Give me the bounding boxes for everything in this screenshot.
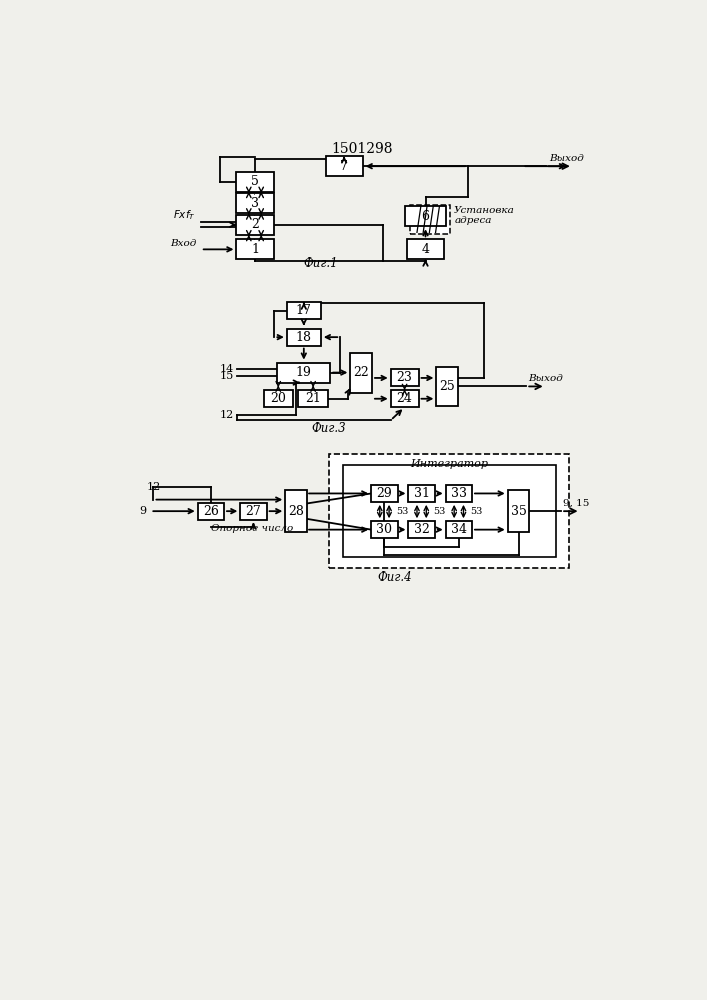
Text: 9, 15: 9, 15 [563, 499, 589, 508]
Text: 12: 12 [220, 410, 234, 420]
Bar [391, 369, 419, 386]
Bar [508, 490, 530, 532]
Text: 28: 28 [288, 505, 304, 518]
Text: 1: 1 [251, 243, 259, 256]
Text: Интегратор: Интегратор [410, 459, 488, 469]
Bar [436, 367, 458, 406]
Text: . . .: . . . [248, 209, 262, 218]
Bar [236, 193, 274, 213]
Bar [264, 390, 293, 407]
Text: 24: 24 [397, 392, 412, 405]
Text: 9: 9 [139, 506, 146, 516]
Text: 19: 19 [296, 366, 312, 379]
Text: Выход: Выход [529, 374, 563, 383]
Text: 29: 29 [377, 487, 392, 500]
Text: 3: 3 [251, 197, 259, 210]
Text: Фиг.4: Фиг.4 [378, 571, 411, 584]
Text: 35: 35 [510, 505, 527, 518]
Text: Опорное число: Опорное число [211, 524, 293, 533]
Bar [240, 503, 267, 520]
Text: 6: 6 [421, 210, 429, 223]
Bar [236, 239, 274, 259]
Text: 26: 26 [203, 505, 218, 518]
Bar [236, 215, 274, 235]
Text: 14: 14 [220, 364, 234, 374]
Text: 12: 12 [146, 482, 160, 492]
Text: 32: 32 [414, 523, 430, 536]
Text: 27: 27 [245, 505, 262, 518]
Bar [236, 172, 274, 192]
Bar [407, 239, 444, 259]
Text: 5: 5 [251, 175, 259, 188]
Bar [277, 363, 330, 383]
Bar [198, 503, 224, 520]
Bar [445, 521, 472, 538]
Text: 20: 20 [270, 392, 286, 405]
Text: 21: 21 [305, 392, 321, 405]
Text: 2: 2 [251, 218, 259, 231]
Text: $Fxf_T$: $Fxf_T$ [173, 209, 195, 222]
Text: 30: 30 [376, 523, 392, 536]
Text: 23: 23 [397, 371, 412, 384]
Text: 31: 31 [414, 487, 430, 500]
Text: Установка
адреса: Установка адреса [454, 206, 515, 225]
Text: Фиг.1: Фиг.1 [303, 257, 338, 270]
Text: 34: 34 [451, 523, 467, 536]
Bar [285, 490, 307, 532]
Text: Выход: Выход [549, 154, 585, 163]
Bar [391, 390, 419, 407]
Text: 22: 22 [354, 366, 369, 379]
Bar [287, 329, 321, 346]
Text: 18: 18 [296, 331, 312, 344]
Bar [329, 454, 569, 568]
Text: 7: 7 [340, 160, 348, 173]
Text: 15: 15 [220, 371, 234, 381]
Bar [371, 485, 397, 502]
Text: 33: 33 [451, 487, 467, 500]
Bar [405, 206, 445, 226]
Text: Вход: Вход [170, 239, 197, 248]
Bar [409, 485, 435, 502]
Text: 4: 4 [421, 243, 429, 256]
Bar [351, 353, 372, 393]
Bar [410, 205, 450, 234]
Text: 17: 17 [296, 304, 312, 317]
Text: . . .: . . . [248, 233, 262, 242]
Bar [325, 156, 363, 176]
Bar [371, 521, 397, 538]
Bar [445, 485, 472, 502]
Bar [409, 521, 435, 538]
Text: 53: 53 [396, 507, 409, 516]
Text: 53: 53 [470, 507, 483, 516]
Text: 1501298: 1501298 [331, 142, 392, 156]
Bar [298, 390, 328, 407]
Bar [287, 302, 321, 319]
Text: 25: 25 [439, 380, 455, 393]
Text: . . .: . . . [248, 188, 262, 197]
Bar [343, 465, 556, 557]
Text: 53: 53 [433, 507, 445, 516]
Text: Фиг.3: Фиг.3 [311, 422, 346, 434]
